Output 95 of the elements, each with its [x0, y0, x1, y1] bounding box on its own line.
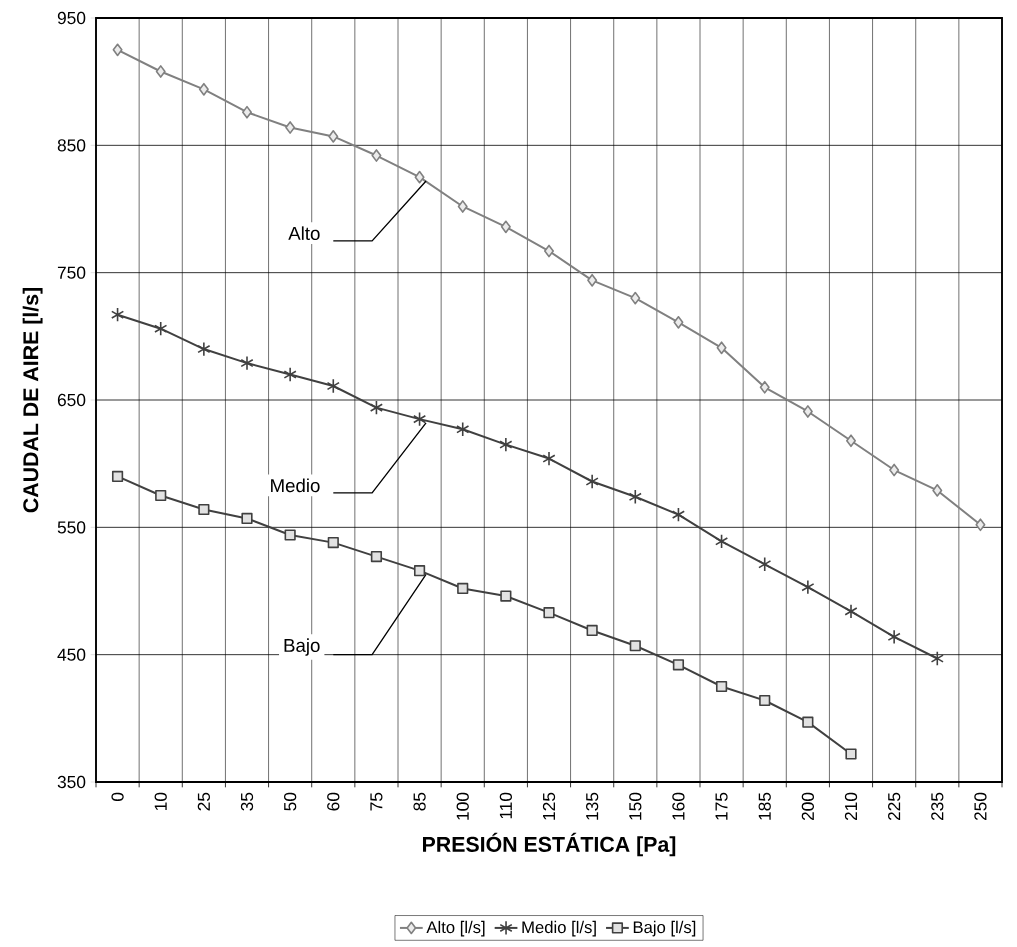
x-tick-label: 25 — [197, 792, 210, 811]
x-tick-label: 225 — [888, 792, 901, 821]
point — [371, 149, 382, 162]
point — [413, 565, 426, 577]
point — [673, 315, 684, 329]
point — [328, 130, 339, 143]
legend-label: Bajo [l/s] — [633, 920, 696, 937]
point — [975, 518, 986, 532]
y-tick-label: 550 — [57, 521, 86, 534]
point — [585, 474, 599, 489]
point — [155, 489, 167, 502]
point — [759, 380, 770, 394]
point — [629, 640, 641, 652]
point — [930, 651, 944, 666]
x-tick-label: 125 — [542, 792, 556, 820]
x-tick-label: 200 — [801, 792, 814, 821]
y-tick-label: 850 — [57, 139, 86, 152]
point — [845, 748, 857, 760]
point — [111, 307, 125, 323]
point — [802, 716, 814, 728]
point — [198, 503, 210, 516]
point — [370, 551, 383, 563]
y-tick-label: 750 — [57, 266, 86, 279]
point — [542, 451, 556, 467]
x-tick-label: 60 — [327, 792, 340, 811]
x-tick-label: 50 — [284, 792, 297, 811]
point — [586, 624, 598, 637]
point — [284, 529, 296, 541]
point — [544, 244, 554, 258]
point — [112, 43, 123, 57]
point — [758, 556, 772, 572]
point — [154, 321, 168, 337]
x-tick-label: 160 — [672, 792, 685, 820]
x-tick-label: 100 — [456, 792, 469, 820]
point — [457, 582, 469, 595]
y-axis-title: CAUDAL DE AIRE [l/s] — [22, 288, 43, 513]
y-tick-label: 950 — [57, 11, 86, 25]
x-tick-label: 35 — [240, 792, 254, 811]
point — [326, 378, 340, 394]
annotation: Alto — [288, 226, 320, 241]
point — [628, 489, 642, 505]
point — [587, 273, 598, 287]
point — [369, 400, 383, 416]
point — [457, 200, 468, 213]
point — [285, 121, 296, 134]
point — [198, 82, 209, 96]
point — [630, 291, 641, 305]
legend-label: Alto [l/s] — [426, 920, 485, 937]
point — [500, 220, 511, 234]
point — [155, 65, 166, 78]
point — [241, 512, 253, 525]
point — [500, 590, 512, 602]
x-tick-label: 0 — [111, 792, 124, 802]
point — [932, 484, 943, 497]
point — [802, 405, 813, 418]
x-tick-label: 135 — [586, 792, 599, 820]
point — [844, 603, 858, 619]
x-tick-label: 85 — [413, 792, 426, 811]
point — [715, 533, 729, 549]
y-tick-label: 450 — [57, 648, 86, 661]
point — [456, 421, 470, 437]
y-tick-label: 650 — [57, 393, 86, 407]
point — [716, 341, 727, 355]
x-tick-label: 75 — [370, 792, 383, 811]
x-tick-label: 185 — [758, 792, 771, 820]
point — [887, 629, 901, 645]
point — [499, 437, 513, 453]
annotation: Medio — [271, 478, 320, 493]
point — [111, 470, 124, 482]
x-tick-label: 175 — [715, 792, 728, 820]
point — [759, 694, 771, 707]
point — [240, 355, 254, 371]
point — [283, 367, 297, 382]
x-tick-label: 10 — [154, 792, 167, 811]
y-tick-label: 350 — [57, 775, 86, 789]
x-tick-label: 150 — [629, 792, 642, 820]
point — [543, 607, 555, 619]
point — [672, 659, 685, 671]
point — [242, 105, 252, 119]
x-tick-label: 110 — [499, 792, 512, 819]
annotation: Bajo — [284, 638, 320, 656]
x-tick-label: 235 — [931, 792, 944, 821]
x-axis-title: PRESIÓN ESTÁTICA [Pa] — [423, 832, 676, 857]
x-tick-label: 250 — [974, 792, 987, 821]
point — [715, 680, 728, 693]
point — [414, 170, 425, 184]
point — [197, 341, 211, 357]
legend-label: Medio [l/s] — [522, 920, 596, 937]
point — [846, 434, 856, 448]
point — [413, 411, 427, 427]
point — [327, 537, 339, 549]
point — [801, 579, 815, 595]
point — [889, 463, 900, 477]
point — [671, 507, 686, 523]
x-tick-label: 210 — [844, 792, 858, 821]
